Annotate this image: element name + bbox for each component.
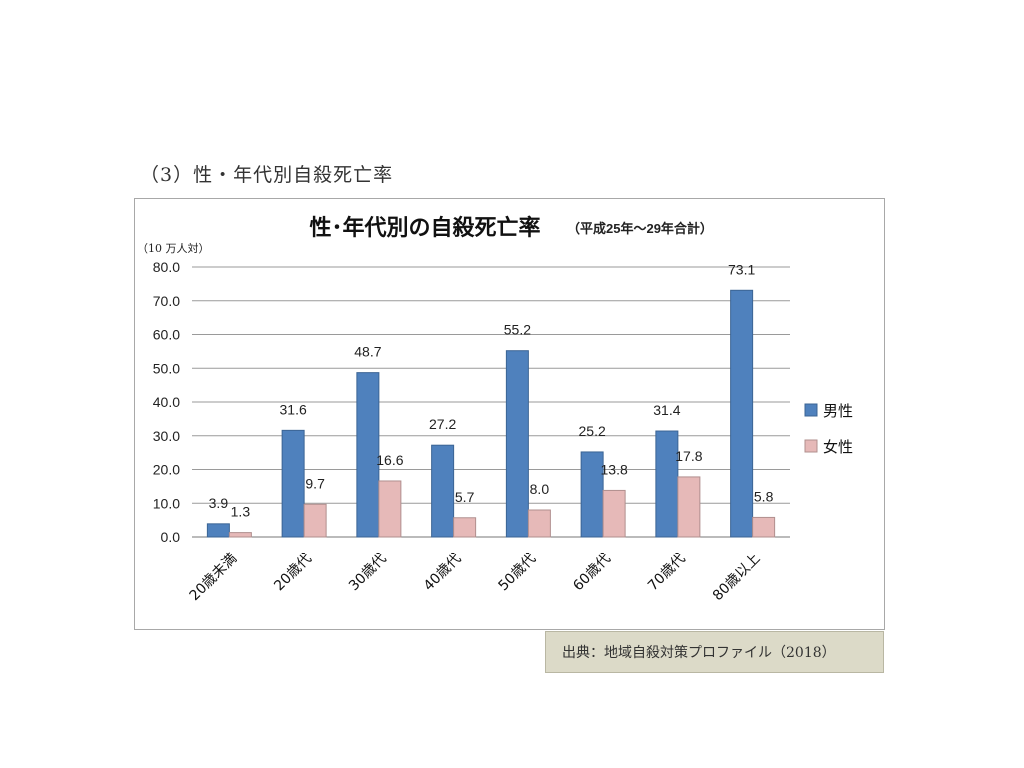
x-tick-label: 80歳以上 bbox=[710, 551, 764, 605]
bar-female-4 bbox=[527, 509, 551, 538]
bar-male-7 bbox=[730, 289, 754, 538]
y-tick-label: 80.0 bbox=[153, 259, 180, 275]
bar-male-4 bbox=[505, 350, 529, 538]
bar-female-7 bbox=[752, 516, 776, 538]
x-tick-label: 20歳未満 bbox=[187, 551, 241, 605]
legend-swatch bbox=[804, 439, 818, 453]
bar-female-0 bbox=[228, 532, 252, 538]
data-label: 5.7 bbox=[455, 489, 475, 505]
x-tick-label: 60歳代 bbox=[570, 551, 614, 595]
chart-subtitle: （平成25年～29年合計） bbox=[567, 221, 713, 236]
data-label: 31.6 bbox=[280, 401, 307, 417]
x-tick-labels: 20歳未満 20歳代 30歳代 40歳代 50歳代 60歳代 70歳代 80歳以上 bbox=[187, 551, 764, 605]
y-axis-unit-label: （10 万人対） bbox=[137, 241, 210, 255]
legend-swatch bbox=[804, 403, 818, 417]
bar-female-1 bbox=[303, 503, 327, 538]
bar-male-6 bbox=[655, 430, 679, 538]
chart-frame: 性･年代別の自殺死亡率 （平成25年～29年合計） （10 万人対） 0.0 10… bbox=[134, 198, 885, 630]
data-label: 31.4 bbox=[653, 402, 680, 418]
y-tick-label: 0.0 bbox=[161, 529, 181, 545]
data-label: 27.2 bbox=[429, 416, 456, 432]
data-label: 25.2 bbox=[579, 423, 606, 439]
bar-female-2 bbox=[378, 480, 402, 538]
bar-male-1 bbox=[281, 429, 305, 538]
x-tick-label: 50歳代 bbox=[495, 551, 539, 595]
y-tick-label: 10.0 bbox=[153, 495, 180, 511]
legend-label: 男性 bbox=[823, 402, 853, 420]
section-heading: （3）性・年代別自殺死亡率 bbox=[140, 164, 394, 186]
data-label: 5.8 bbox=[754, 488, 774, 504]
data-label: 16.6 bbox=[376, 452, 403, 468]
data-label: 73.1 bbox=[728, 261, 755, 277]
data-label: 9.7 bbox=[305, 475, 325, 491]
x-tick-label: 20歳代 bbox=[271, 551, 315, 595]
bar-female-6 bbox=[677, 476, 701, 538]
data-label: 13.8 bbox=[601, 461, 628, 477]
y-tick-label: 70.0 bbox=[153, 293, 180, 309]
data-label: 48.7 bbox=[354, 344, 381, 360]
bar-female-5 bbox=[602, 489, 626, 538]
x-tick-label: 40歳代 bbox=[421, 551, 465, 595]
bars bbox=[206, 289, 776, 538]
source-citation: 出典：地域自殺対策プロファイル（2018） bbox=[545, 631, 884, 673]
bar-male-2 bbox=[356, 372, 380, 538]
data-labels: 3.91.3 31.6 9.7 48.7 16.6 27.2 5.7 55.2 8.0 25.2 1… bbox=[209, 261, 774, 519]
legend-label: 女性 bbox=[823, 438, 853, 456]
x-tick-label: 30歳代 bbox=[346, 551, 390, 595]
y-tick-label: 20.0 bbox=[153, 462, 180, 478]
data-label: 17.8 bbox=[675, 448, 702, 464]
bar-male-3 bbox=[431, 444, 455, 538]
bar-female-3 bbox=[453, 517, 477, 538]
y-tick-labels: 0.0 10.0 20.0 30.0 40.0 50.0 60.0 70.0 80.0 bbox=[153, 259, 180, 545]
y-tick-label: 40.0 bbox=[153, 394, 180, 410]
x-tick-label: 70歳代 bbox=[645, 551, 689, 595]
y-tick-label: 30.0 bbox=[153, 428, 180, 444]
data-label: 3.9 bbox=[209, 495, 229, 511]
y-tick-label: 60.0 bbox=[153, 327, 180, 343]
data-label: 55.2 bbox=[504, 322, 531, 338]
data-label: 1.3 bbox=[231, 504, 251, 520]
data-label: 8.0 bbox=[530, 481, 550, 497]
bar-chart: 性･年代別の自殺死亡率 （平成25年～29年合計） （10 万人対） 0.0 10… bbox=[137, 215, 853, 605]
y-tick-label: 50.0 bbox=[153, 360, 180, 376]
chart-title: 性･年代別の自殺死亡率 bbox=[309, 215, 540, 240]
bar-male-0 bbox=[206, 523, 230, 538]
